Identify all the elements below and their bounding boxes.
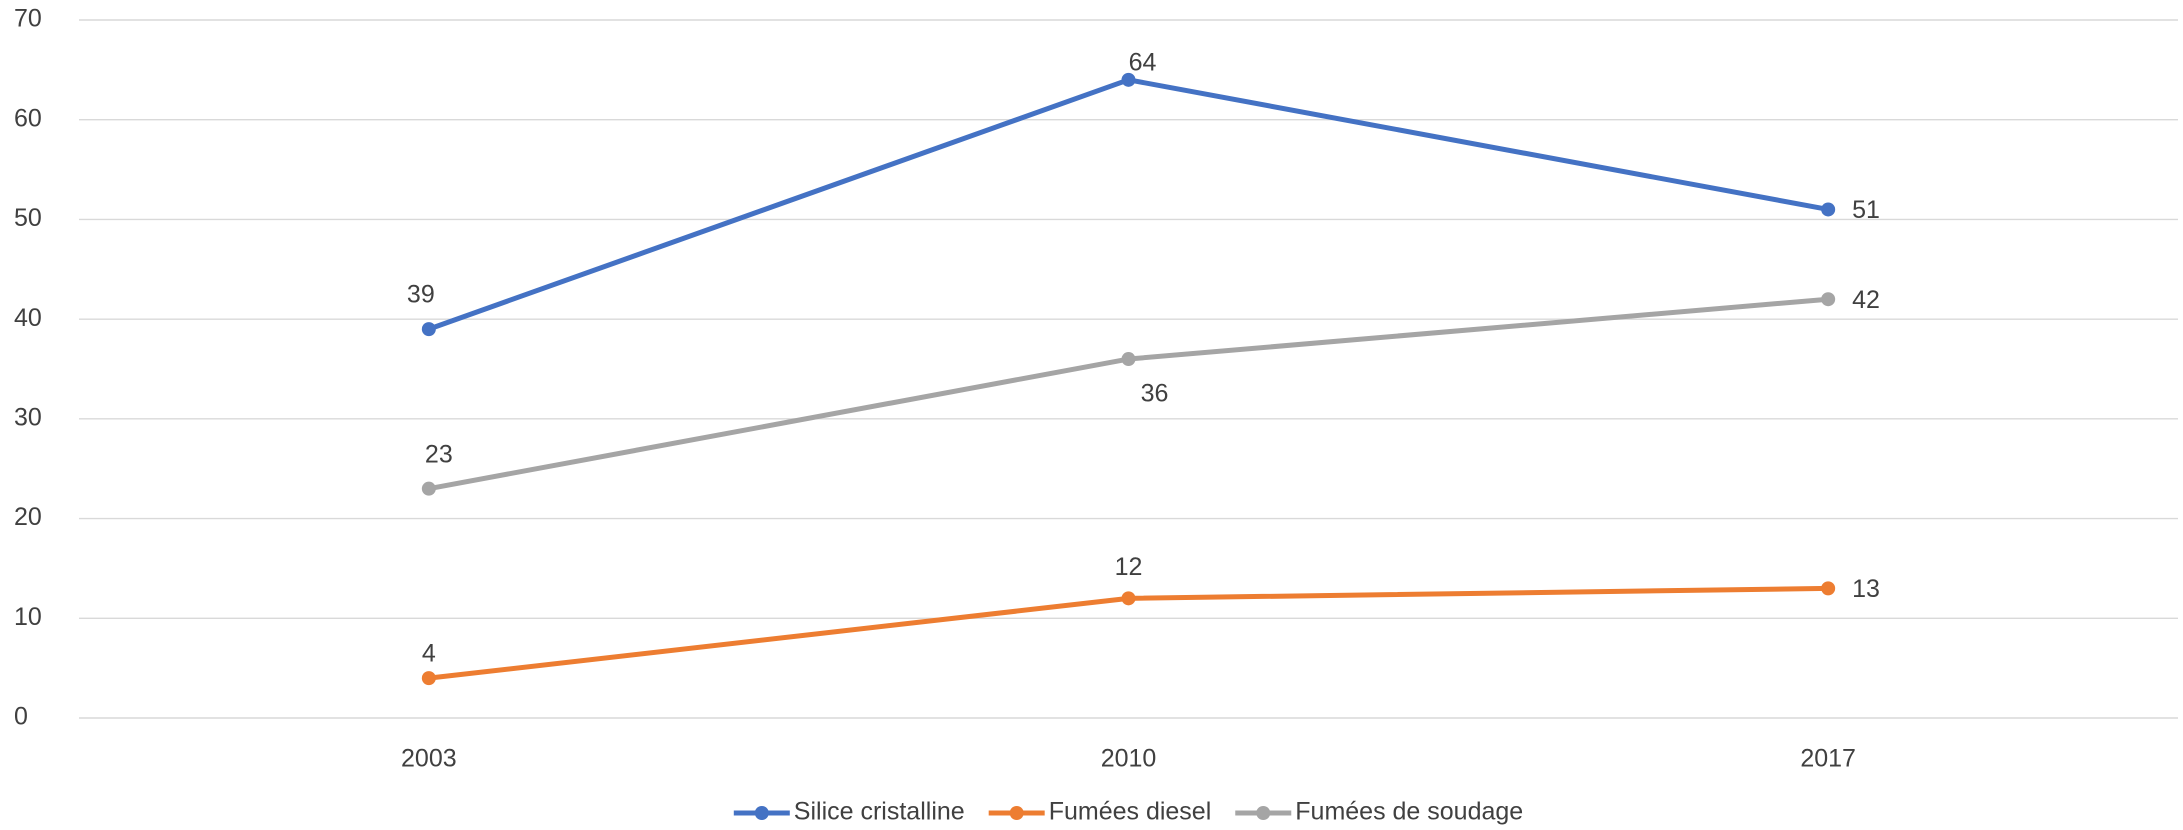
data-point <box>421 322 436 337</box>
series-line <box>427 77 1829 332</box>
data-point <box>1121 352 1136 367</box>
y-tick-label: 0 <box>14 703 28 731</box>
legend-label: Silice cristalline <box>794 798 965 826</box>
data-point <box>1821 292 1836 307</box>
data-label: 39 <box>407 281 435 309</box>
legend-label: Fumées diesel <box>1049 798 1212 826</box>
series-line <box>428 296 1829 492</box>
y-tick-label: 40 <box>14 304 42 332</box>
data-point <box>421 671 436 686</box>
data-point <box>1121 72 1136 87</box>
y-tick-label: 10 <box>14 603 42 631</box>
y-tick-label: 60 <box>14 104 42 132</box>
y-tick-label: 70 <box>14 5 42 33</box>
legend-marker <box>754 806 769 820</box>
y-tick-label: 30 <box>14 403 42 431</box>
x-tick-label: 2003 <box>401 745 457 773</box>
legend-label: Fumées de soudage <box>1295 798 1523 826</box>
data-point <box>1821 202 1836 217</box>
x-tick-label: 2010 <box>1101 745 1157 773</box>
legend: Silice cristalline Fumées diesel Fumées de… <box>733 798 1523 826</box>
data-label: 23 <box>425 440 453 468</box>
legend-marker <box>1256 806 1271 820</box>
data-label: 13 <box>1852 575 1880 603</box>
data-point <box>421 481 436 496</box>
data-point <box>1121 591 1136 606</box>
data-label: 4 <box>422 640 436 668</box>
data-label: 51 <box>1852 196 1880 224</box>
data-label: 64 <box>1129 48 1157 76</box>
legend-marker <box>1009 806 1024 820</box>
x-tick-label: 2017 <box>1800 745 1856 773</box>
y-tick-label: 20 <box>14 503 42 531</box>
data-label: 12 <box>1115 553 1143 581</box>
data-label: 36 <box>1141 380 1169 408</box>
y-tick-label: 50 <box>14 204 42 232</box>
data-point <box>1821 581 1836 596</box>
data-label: 42 <box>1852 286 1880 314</box>
